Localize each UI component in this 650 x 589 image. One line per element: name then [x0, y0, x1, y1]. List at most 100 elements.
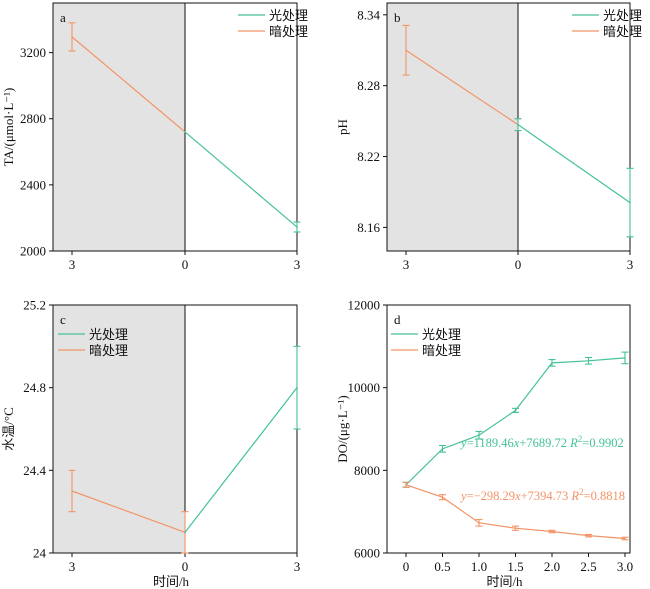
y-tick-label: 2800 — [20, 111, 46, 126]
series-light — [184, 345, 301, 534]
panel-letter: d — [394, 312, 401, 327]
data-point — [441, 496, 444, 499]
series-line — [517, 124, 631, 204]
series-dark — [402, 481, 629, 541]
y-tick-label: 8.16 — [357, 220, 380, 235]
series-dark — [68, 22, 186, 133]
y-tick-label: 12000 — [348, 298, 381, 313]
series-line — [405, 357, 626, 486]
y-tick-label: 2000 — [20, 244, 46, 259]
series-line — [184, 387, 298, 533]
data-point — [71, 490, 73, 492]
x-tick-label: 2.5 — [580, 559, 596, 574]
data-point — [514, 527, 517, 529]
plot-frame — [386, 2, 631, 252]
data-point — [624, 537, 626, 540]
y-tick-label: 6000 — [354, 546, 380, 561]
legend-label-dark: 暗处理 — [422, 343, 461, 358]
y-tick-label: 8.34 — [357, 7, 380, 22]
x-tick-label: 3 — [294, 559, 301, 574]
panel-letter: a — [60, 10, 66, 25]
data-point — [405, 49, 407, 52]
y-axis-title: TA/(μmol·L⁻¹) — [1, 88, 16, 167]
plot-frame — [52, 2, 298, 252]
regression-equation: y=−298.29x+7394.73 R2=0.8818 — [459, 487, 625, 503]
x-tick-label: 0 — [182, 257, 189, 272]
data-point — [587, 360, 590, 362]
x-tick-label: 0 — [182, 559, 189, 574]
y-tick-label: 3200 — [20, 45, 46, 60]
data-point — [296, 226, 298, 228]
data-point — [514, 409, 517, 412]
x-tick-label: 0.5 — [434, 559, 450, 574]
dark-period-shade — [387, 3, 518, 251]
series-line — [405, 49, 519, 126]
data-point — [184, 531, 186, 534]
data-point — [587, 534, 590, 537]
legend-label-dark: 暗处理 — [89, 343, 128, 358]
legend-label-light: 光处理 — [89, 327, 128, 342]
series-light — [402, 351, 629, 488]
legend-label-dark: 暗处理 — [269, 24, 308, 39]
y-tick-label: 25.2 — [23, 298, 46, 313]
series-line — [71, 36, 186, 133]
y-tick-label: 10000 — [348, 380, 381, 395]
legend-label-light: 光处理 — [422, 327, 461, 342]
data-point — [478, 522, 480, 524]
y-axis-title: DO/(μg·L⁻¹) — [335, 395, 350, 463]
series-light — [514, 118, 634, 238]
x-tick-label: 3.0 — [617, 559, 633, 574]
x-axis-title: 时间/h — [486, 574, 523, 589]
y-axis-title: 水温/°C — [1, 407, 16, 450]
y-tick-label: 2400 — [20, 177, 46, 192]
series-line — [71, 490, 186, 533]
panel-letter: b — [394, 10, 401, 25]
data-point — [441, 448, 444, 450]
x-tick-label: 1.0 — [471, 559, 487, 574]
regression-equation: y=1189.46x+7689.72 R2=0.9902 — [459, 434, 624, 450]
dark-period-shade — [53, 3, 185, 251]
data-point — [405, 484, 407, 486]
data-point — [296, 386, 298, 389]
x-tick-label: 3 — [69, 559, 76, 574]
y-tick-label: 8000 — [354, 463, 380, 478]
series-light — [184, 131, 301, 233]
series-dark — [68, 469, 189, 554]
y-tick-label: 8.22 — [357, 149, 380, 164]
data-point — [629, 201, 631, 204]
x-tick-label: 3 — [69, 257, 76, 272]
y-axis-title: pH — [335, 119, 350, 135]
y-tick-label: 24.8 — [23, 380, 46, 395]
y-tick-label: 8.28 — [357, 78, 380, 93]
x-tick-label: 3 — [403, 257, 410, 272]
data-point — [71, 36, 73, 38]
x-axis-title: 时间/h — [153, 574, 190, 589]
plot-frame — [386, 304, 631, 554]
legend-label-dark: 暗处理 — [603, 24, 642, 39]
data-point — [551, 362, 553, 364]
x-tick-label: 1.5 — [507, 559, 523, 574]
x-tick-label: 3 — [627, 257, 634, 272]
panel-letter: c — [60, 312, 66, 327]
x-tick-label: 2.0 — [544, 559, 560, 574]
data-point — [624, 357, 626, 359]
y-tick-label: 24 — [33, 546, 47, 561]
data-point — [478, 434, 480, 437]
x-tick-label: 3 — [294, 257, 301, 272]
series-line — [184, 131, 298, 228]
legend-label-light: 光处理 — [603, 8, 642, 23]
x-tick-label: 0 — [515, 257, 522, 272]
data-point — [517, 123, 519, 126]
data-point — [551, 530, 553, 533]
data-point — [184, 131, 186, 133]
panel-d: 6000 8000 10000 12000 0 0.5 1.0 1.5 2.0 2.5 3.0 DO/… — [335, 298, 633, 589]
x-tick-label: 0 — [403, 559, 410, 574]
